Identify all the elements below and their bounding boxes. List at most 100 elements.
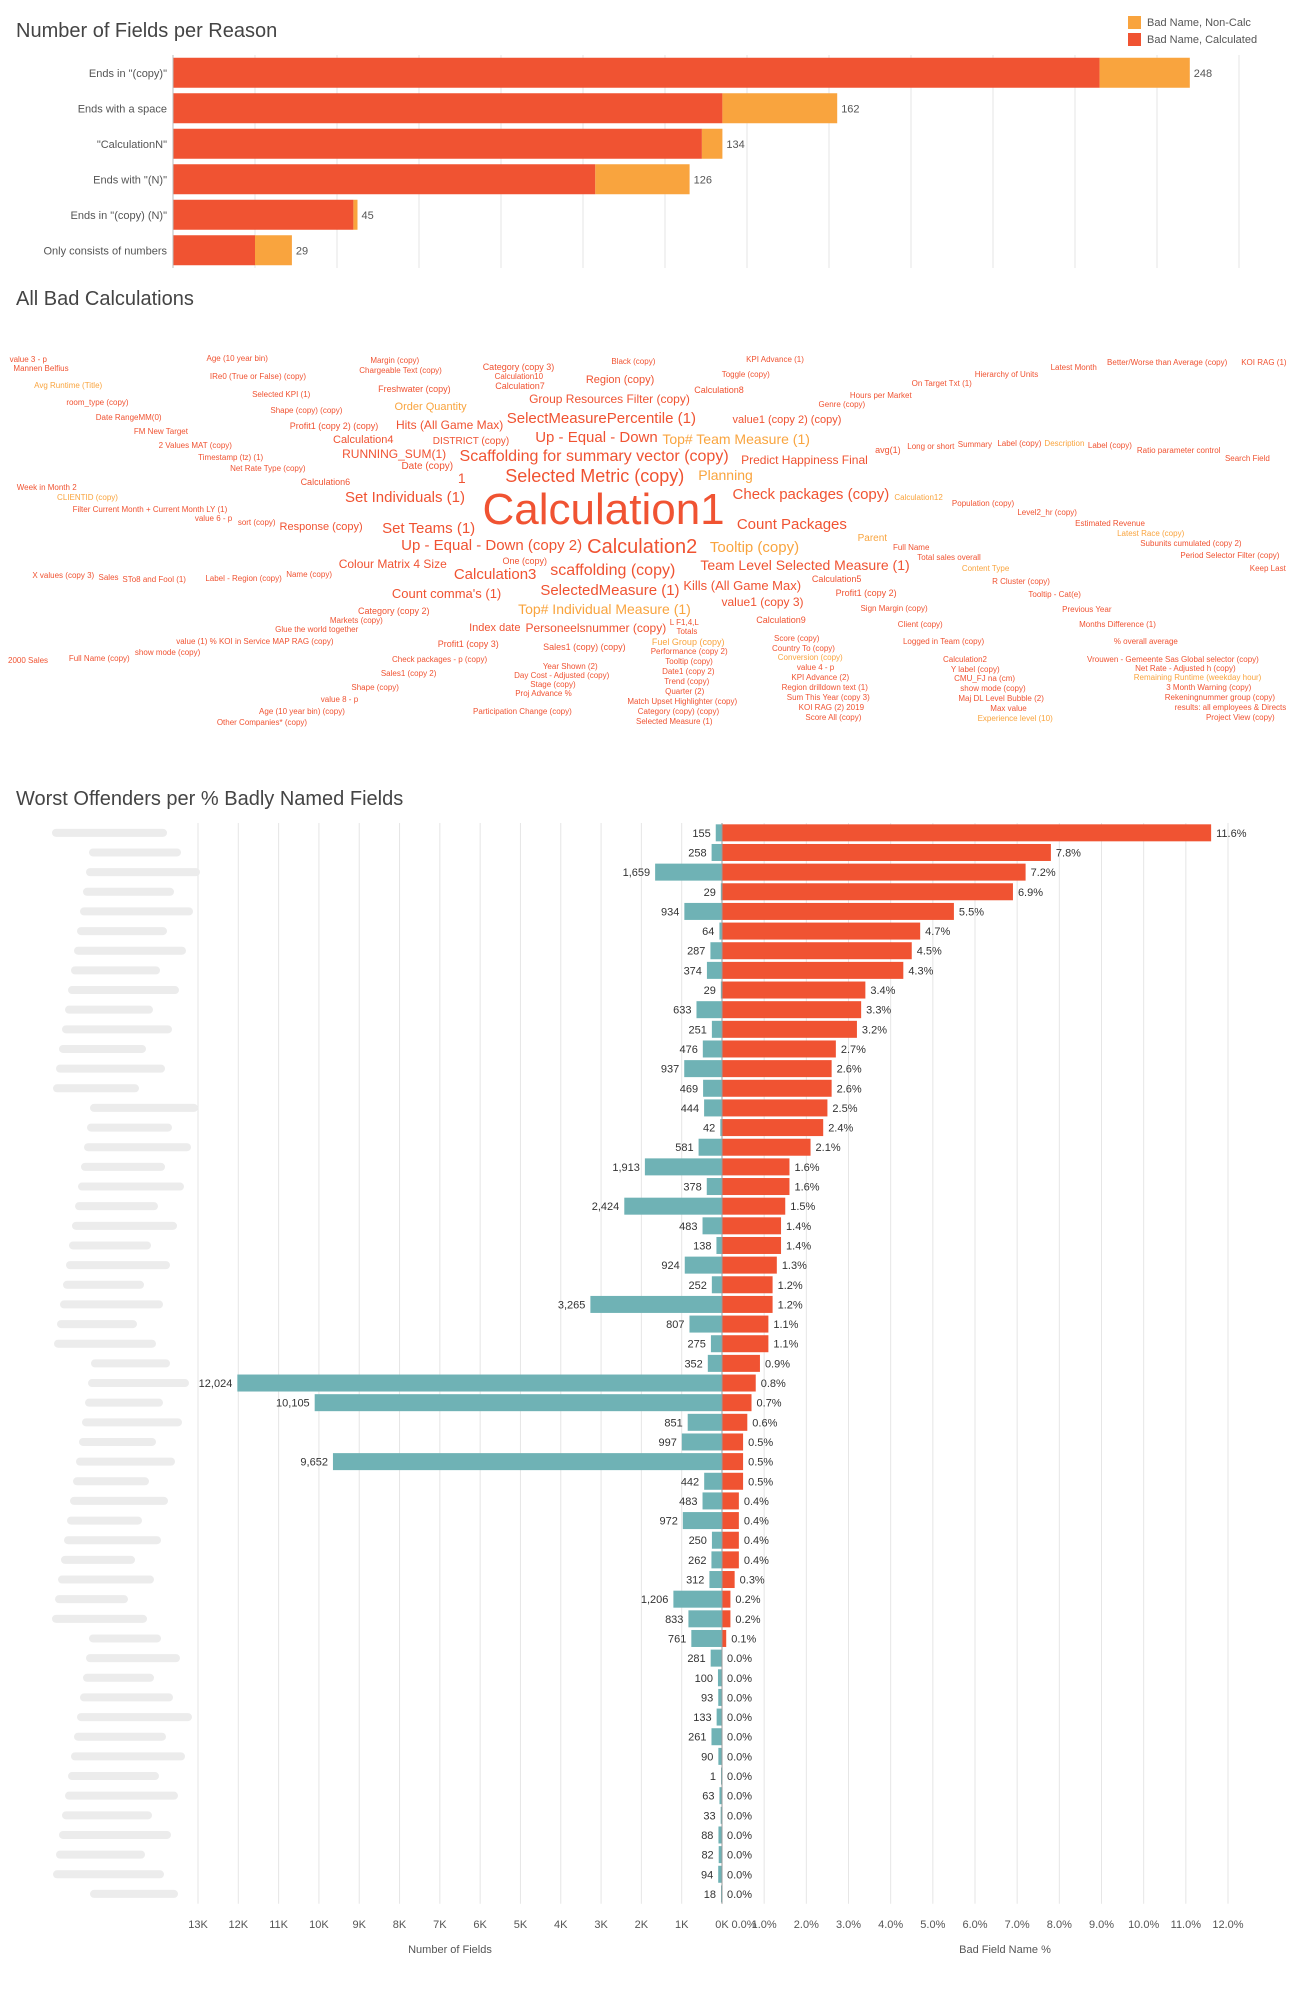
offenders-pct-label: 0.3%: [740, 1575, 765, 1587]
offenders-pct-label: 5.5%: [959, 906, 984, 918]
offenders-count-bar: [687, 1413, 722, 1431]
wordcloud-word: Summary: [957, 439, 992, 449]
offenders-count-label: 1,206: [641, 1594, 669, 1606]
offenders-pct-label: 1.2%: [778, 1280, 803, 1292]
reasons-total-label: 162: [841, 103, 859, 115]
wordcloud-word: KOI RAG (2) 2019: [798, 702, 865, 712]
offenders-count-label: 252: [688, 1280, 706, 1292]
wordcloud-word: Sales1 (copy 2): [380, 669, 437, 679]
wordcloud-word: show mode (copy): [134, 648, 201, 658]
wordcloud-word: RUNNING_SUM(1): [342, 447, 447, 462]
reasons-bar-noncalc: [255, 235, 292, 266]
offenders-pct-bar: [722, 1512, 739, 1530]
wordcloud-word: Proj Advance %: [515, 689, 572, 699]
wordcloud-word: Content Type: [961, 564, 1010, 574]
offenders-count-label: 312: [686, 1575, 704, 1587]
offenders-count-bar: [706, 961, 722, 979]
offenders-pct-bar: [722, 981, 866, 999]
offenders-pct-label: 3.3%: [866, 1005, 891, 1017]
reasons-chart: Ends in "(copy)" 248 Ends with a space 162 "…: [44, 55, 1240, 268]
offenders-count-bar: [644, 1158, 722, 1176]
wordcloud-word: Match Upset Highlighter (copy): [627, 696, 738, 706]
reasons-bar-noncalc: [595, 164, 690, 195]
reasons-bar-calculated: [173, 128, 702, 159]
offenders-left-tick: 11K: [269, 1919, 288, 1931]
offenders-count-label: 807: [666, 1319, 684, 1331]
offenders-count-label: 251: [689, 1024, 707, 1036]
wordcloud-word: Name (copy): [286, 569, 332, 579]
wordcloud-word: Mannen Belfius: [13, 363, 69, 373]
wordcloud-word: Avg Runtime (Title): [34, 381, 103, 391]
offenders-right-axis-title: Bad Field Name %: [959, 1944, 1051, 1956]
wordcloud-word: Planning: [698, 467, 753, 484]
offenders-count-bar: [702, 1492, 722, 1510]
offenders-count-label: 1,659: [623, 867, 651, 879]
wordcloud-word: Set Individuals (1): [344, 488, 466, 506]
wordcloud-word: value 3 - p: [9, 354, 47, 364]
offenders-count-label: 476: [679, 1044, 697, 1056]
reasons-total-label: 248: [1194, 68, 1212, 80]
offenders-count-bar: [696, 1001, 722, 1019]
offenders-count-bar: [718, 1688, 722, 1706]
offenders-pct-bar: [722, 863, 1026, 881]
wordcloud-word: Max value: [990, 703, 1027, 713]
offenders-count-bar: [716, 1236, 722, 1254]
wordcloud-word: Score (copy): [774, 634, 820, 644]
offenders-count-bar: [709, 1571, 722, 1589]
offenders-row-label-redacted: [88, 1379, 189, 1388]
wordcloud-word: Project View (copy): [1205, 713, 1275, 723]
offenders-chart-title: Worst Offenders per % Badly Named Fields: [16, 788, 404, 810]
offenders-row-label-redacted: [56, 1850, 145, 1859]
offenders-count-bar: [706, 1178, 722, 1196]
offenders-row-label-redacted: [62, 1025, 172, 1034]
wordcloud-word: Up - Equal - Down (copy 2): [401, 537, 583, 555]
offenders-count-label: 261: [688, 1732, 706, 1744]
offenders-count-bar: [711, 1728, 722, 1746]
offenders-row-label-redacted: [58, 1575, 154, 1584]
offenders-count-bar: [710, 1335, 722, 1353]
offenders-right-tick: 5.0%: [920, 1919, 945, 1931]
offenders-pct-label: 3.4%: [870, 985, 895, 997]
offenders-row-label-redacted: [74, 946, 186, 955]
wordcloud-word: Markets (copy): [329, 616, 383, 626]
offenders-pct-bar: [722, 1354, 760, 1372]
wordcloud-word: Glue the world together: [275, 625, 359, 635]
offenders-row-label-redacted: [79, 1437, 156, 1446]
offenders-count-label: 287: [687, 946, 705, 958]
wordcloud-word: Net Rate Type (copy): [230, 463, 306, 473]
offenders-row-label-redacted: [70, 1496, 168, 1505]
wordcloud-word: Calculation10: [494, 371, 544, 381]
offenders-count-label: 9,652: [300, 1457, 328, 1469]
offenders-pct-bar: [722, 1158, 790, 1176]
offenders-right-tick: 0.0%: [731, 1919, 756, 1931]
offenders-count-label: 88: [701, 1830, 713, 1842]
offenders-pct-label: 0.2%: [735, 1594, 760, 1606]
offenders-count-label: 63: [702, 1791, 714, 1803]
offenders-pct-bar: [722, 1374, 756, 1392]
wordcloud-word: Personeelsnummer (copy): [525, 621, 667, 636]
offenders-row-label-redacted: [59, 1830, 171, 1839]
offenders-count-label: 483: [679, 1221, 697, 1233]
legend-item-noncalc[interactable]: Bad Name, Non-Calc: [1128, 16, 1257, 29]
wordcloud-word: value 4 - p: [796, 662, 835, 672]
offenders-count-label: 997: [658, 1437, 676, 1449]
offenders-pct-bar: [722, 1236, 782, 1254]
offenders-pct-label: 2.1%: [816, 1142, 841, 1154]
legend-item-calc[interactable]: Bad Name, Calculated: [1128, 33, 1257, 46]
wordcloud-word: Count Packages: [736, 515, 847, 533]
wordcloud-word: Filter Current Month + Current Month LY …: [72, 504, 228, 514]
offenders-count-bar: [703, 1079, 722, 1097]
wordcloud-word: KPI Advance (1): [746, 355, 804, 365]
offenders-pct-label: 0.4%: [744, 1496, 769, 1508]
wordcloud-word: CMU_FJ na (cm): [954, 674, 1016, 684]
offenders-row-label-redacted: [76, 1457, 175, 1466]
offenders-pct-bar: [722, 1531, 739, 1549]
offenders-pct-bar: [722, 1433, 744, 1451]
wordcloud-word: Team Level Selected Measure (1): [700, 557, 910, 574]
offenders-left-tick: 1K: [675, 1919, 689, 1931]
offenders-row-label-redacted: [63, 1280, 144, 1289]
offenders-count-bar: [702, 1217, 722, 1235]
offenders-pct-label: 1.1%: [773, 1339, 798, 1351]
wordcloud-word: Tooltip (copy): [665, 656, 713, 666]
wordcloud-word: Latest Race (copy): [1117, 528, 1185, 538]
